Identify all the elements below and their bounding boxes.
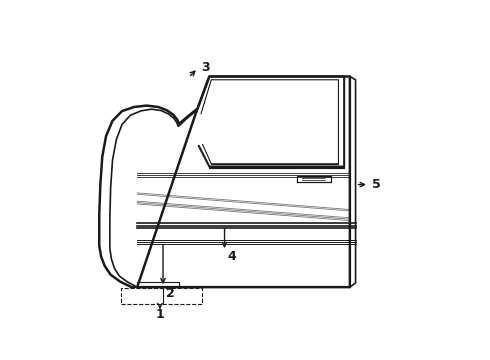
Text: 2: 2: [166, 287, 174, 300]
Text: 3: 3: [201, 61, 210, 74]
Text: 4: 4: [227, 250, 236, 263]
Text: 1: 1: [156, 308, 164, 321]
Text: 5: 5: [372, 178, 381, 191]
